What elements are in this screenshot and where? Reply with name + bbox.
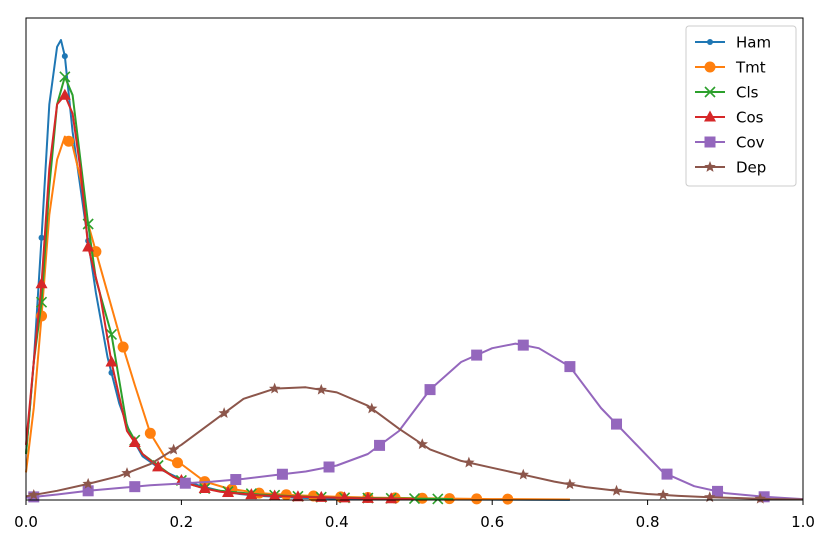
data-point-dep: [315, 383, 327, 395]
data-point-cos: [268, 489, 281, 501]
data-point-cos: [105, 355, 118, 367]
legend-item-cos: Cos: [695, 109, 764, 127]
data-point-cos: [245, 488, 258, 500]
data-point-dep: [28, 488, 40, 500]
data-point-dep: [121, 467, 133, 478]
data-point-cos: [198, 482, 211, 493]
data-point-cos: [128, 436, 141, 447]
data-point-dep: [754, 492, 766, 504]
data-point-cov: [564, 361, 576, 373]
legend-marker-cos: [704, 110, 716, 122]
data-point-cov: [82, 485, 94, 497]
data-point-dep: [366, 402, 378, 414]
legend-item-cls: Cls: [695, 84, 759, 102]
data-point-cov: [517, 339, 529, 351]
legend-label: Tmt: [735, 59, 766, 77]
data-point-cov: [424, 384, 436, 396]
x-tick-label: 1.0: [791, 513, 815, 531]
data-point-cos: [82, 240, 95, 252]
data-point-cov: [276, 468, 288, 480]
data-point-cov: [712, 485, 724, 497]
data-point-cos: [35, 277, 48, 289]
legend-marker-tmt: [704, 61, 716, 73]
data-point-cov: [471, 349, 483, 361]
plot-frame: [25, 17, 804, 501]
legend-item-ham: Ham: [695, 34, 771, 52]
data-point-tmt: [63, 135, 75, 147]
data-point-cos: [152, 460, 165, 472]
series-dep: [25, 382, 804, 504]
legend-label: Cls: [736, 84, 759, 102]
data-point-dep: [564, 478, 576, 490]
data-point-dep: [657, 488, 669, 500]
series-line-cov: [25, 342, 804, 501]
data-point-dep: [218, 407, 230, 419]
data-point-cov: [179, 477, 191, 489]
x-axis: 0.0 0.2 0.4 0.6 0.8 1.0: [14, 500, 815, 531]
x-tick-label: 0.6: [480, 513, 504, 531]
data-point-cov: [129, 481, 141, 493]
legend-label: Cos: [736, 109, 764, 127]
data-point-cov: [661, 468, 673, 480]
data-point-ham: [61, 53, 68, 60]
series-line-dep: [25, 386, 804, 501]
legend-marker-cov: [704, 136, 716, 148]
data-point-dep: [704, 491, 716, 503]
data-point-cos: [58, 88, 71, 100]
data-point-cos: [222, 485, 235, 497]
legend-label: Cov: [736, 134, 765, 152]
legend-label: Ham: [736, 34, 771, 52]
legend-marker-cls: [704, 86, 716, 98]
legend-item-cov: Cov: [695, 134, 765, 152]
data-point-dep: [167, 443, 180, 455]
data-point-tmt: [117, 341, 129, 353]
legend-marker-dep: [704, 161, 716, 172]
data-point-cls: [35, 296, 48, 308]
x-tick-label: 0.0: [14, 513, 38, 531]
x-tick-label: 0.8: [636, 513, 660, 531]
x-tick-label: 0.2: [169, 513, 193, 531]
data-point-tmt: [471, 493, 483, 505]
data-point-dep: [268, 382, 281, 394]
data-point-cov: [374, 439, 386, 451]
data-point-cov: [323, 461, 335, 473]
data-point-dep: [517, 468, 529, 480]
legend-marker-ham: [707, 39, 713, 45]
legend-item-dep: Dep: [695, 159, 766, 177]
data-point-dep: [463, 456, 475, 468]
data-point-dep: [82, 477, 94, 489]
data-point-cls: [432, 493, 444, 505]
legend-label: Dep: [736, 159, 766, 177]
data-point-dep: [416, 438, 428, 450]
data-point-cov: [611, 418, 623, 430]
data-point-cos: [315, 490, 328, 502]
data-point-cov: [230, 474, 242, 486]
data-point-cls: [59, 71, 71, 83]
data-point-ham: [38, 234, 45, 241]
data-point-tmt: [172, 457, 184, 469]
legend: Ham Tmt Cls Cos Cov Dep: [685, 25, 797, 187]
data-point-dep: [610, 484, 623, 496]
data-point-tmt: [502, 493, 514, 505]
x-tick-label: 0.4: [325, 513, 349, 531]
data-point-cos: [385, 492, 398, 504]
data-point-tmt: [144, 427, 156, 439]
data-point-cos: [291, 490, 304, 502]
legend-item-tmt: Tmt: [695, 59, 766, 77]
